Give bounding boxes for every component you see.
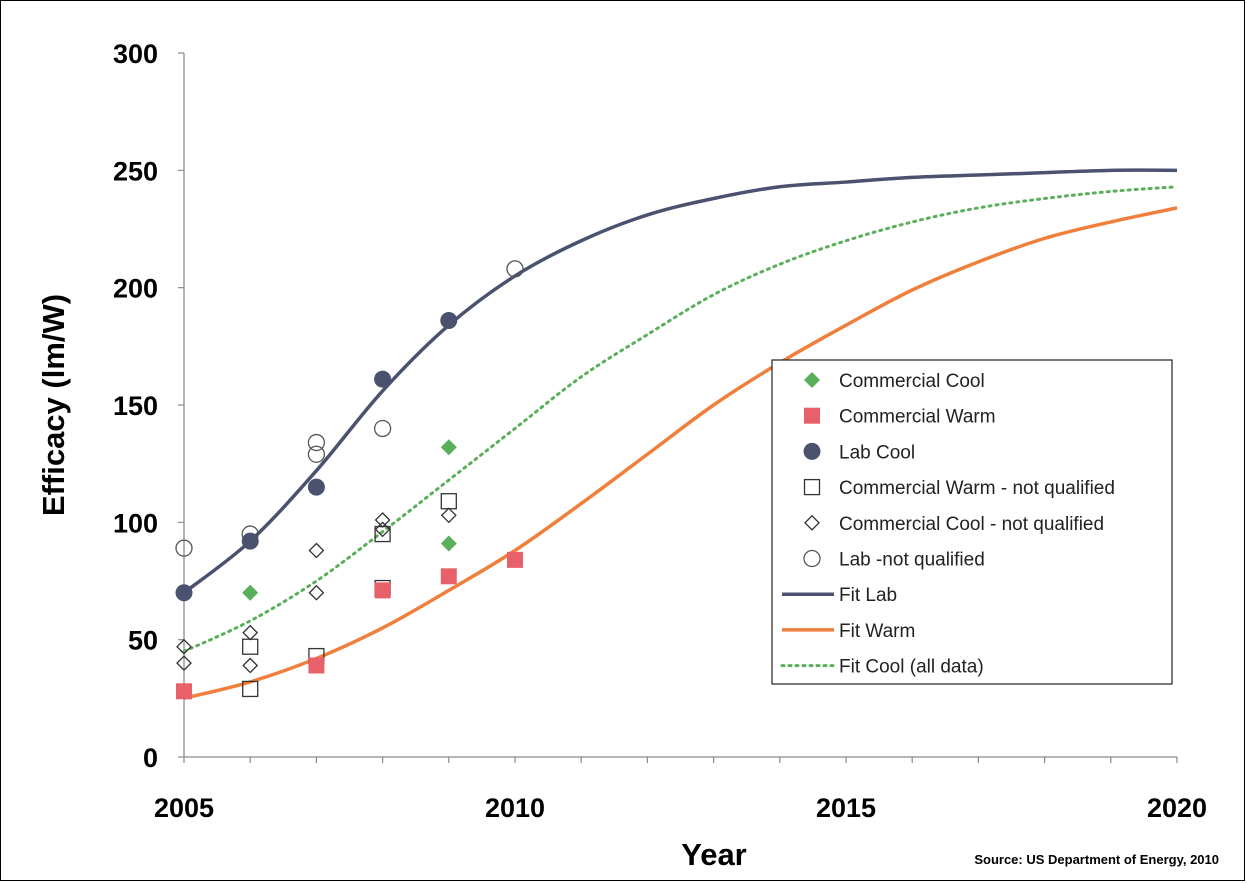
y-tick-label: 50 <box>128 626 158 656</box>
legend-box <box>771 359 1173 685</box>
y-tick-labels: 0 50 100 150 200 250 300 <box>113 39 158 773</box>
lab-not-qualified-point <box>307 445 326 463</box>
commercial-warm-not-qualified-point <box>242 680 259 698</box>
y-tick-label: 300 <box>113 39 158 69</box>
commercial-warm-point <box>374 582 391 599</box>
lab-cool-point <box>440 312 458 330</box>
fit-lab-line <box>182 168 1178 595</box>
legend-symbol-commercial-warm-not-qualified <box>803 478 821 496</box>
source-note: Source: US Department of Energy, 2010 <box>974 852 1219 867</box>
x-tick-label: 2005 <box>154 793 214 823</box>
commercial-cool-not-qualified-point <box>374 512 391 528</box>
commercial-cool-not-qualified-point <box>176 655 192 672</box>
fit-warm-line <box>183 206 1178 701</box>
y-tick-label: 250 <box>113 156 158 186</box>
commercial-cool-point <box>440 439 457 456</box>
y-tick-label: 150 <box>113 391 158 421</box>
lab-cool-point <box>374 370 392 388</box>
y-axis-title: Efficacy (lm/W) <box>36 294 71 516</box>
x-tick-label: 2010 <box>485 793 545 823</box>
y-tick-label: 100 <box>113 508 158 538</box>
commercial-cool-not-qualified-point <box>242 624 259 641</box>
commercial-warm-point <box>308 657 325 674</box>
legend-symbol-lab-cool <box>803 442 821 460</box>
commercial-warm-not-qualified-point <box>242 638 259 655</box>
y-tick-label: 0 <box>143 743 158 773</box>
legend-label-commercial-warm: Commercial Warm <box>839 407 996 428</box>
lab-not-qualified-point <box>307 433 326 452</box>
commercial-warm-not-qualified-point <box>374 525 391 543</box>
legend-label-commercial-warm-not-qualified: Commercial Warm - not qualified <box>839 478 1115 499</box>
legend-label-fit-lab: Fit Lab <box>839 585 897 606</box>
legend-symbol-commercial-warm <box>804 407 820 424</box>
lab-cool-point <box>175 584 193 602</box>
data-markers <box>175 260 524 700</box>
commercial-cool-not-qualified-point <box>308 542 325 559</box>
commercial-cool-not-qualified-point <box>440 507 457 524</box>
legend-label-lab-cool: Lab Cool <box>839 442 915 463</box>
legend-symbol-commercial-cool-not-qualified <box>804 514 820 531</box>
x-tick-label: 2015 <box>816 793 876 823</box>
legend-label-commercial-cool-not-qualified: Commercial Cool - not qualified <box>839 514 1104 535</box>
legend-label-lab-not-qualified: Lab -not qualified <box>839 550 985 571</box>
lab-not-qualified-point <box>506 260 524 278</box>
commercial-cool-not-qualified-point <box>242 657 259 674</box>
lab-cool-point <box>241 532 259 550</box>
commercial-cool-point <box>242 584 259 601</box>
commercial-cool-point <box>440 535 457 552</box>
fit-cool-all-data-line <box>182 185 1179 653</box>
legend-label-commercial-cool: Commercial Cool <box>839 371 985 392</box>
x-tick-label: 2020 <box>1147 793 1207 823</box>
commercial-cool-not-qualified-point <box>308 584 325 601</box>
legend-symbol-commercial-cool <box>804 372 820 388</box>
legend-symbol-lab-not-qualified <box>803 549 821 568</box>
commercial-warm-point <box>507 551 523 568</box>
lab-not-qualified-point <box>175 539 193 557</box>
lab-cool-point <box>307 478 325 496</box>
fit-lines <box>182 168 1179 701</box>
x-axis-title: Year <box>681 837 747 872</box>
legend-label-fit-warm: Fit Warm <box>839 621 915 642</box>
commercial-warm-point <box>440 568 457 585</box>
commercial-cool-not-qualified-point <box>176 638 192 655</box>
legend: Commercial Cool Commercial Warm Lab Cool Co… <box>771 359 1173 685</box>
commercial-warm-point <box>176 683 192 700</box>
y-tick-label: 200 <box>113 274 158 304</box>
x-tick-labels: 2005 2010 2015 2020 <box>154 793 1207 823</box>
lab-not-qualified-point <box>373 419 392 438</box>
legend-label-fit-cool-all-data: Fit Cool (all data) <box>839 657 984 678</box>
commercial-warm-not-qualified-point <box>440 493 457 510</box>
